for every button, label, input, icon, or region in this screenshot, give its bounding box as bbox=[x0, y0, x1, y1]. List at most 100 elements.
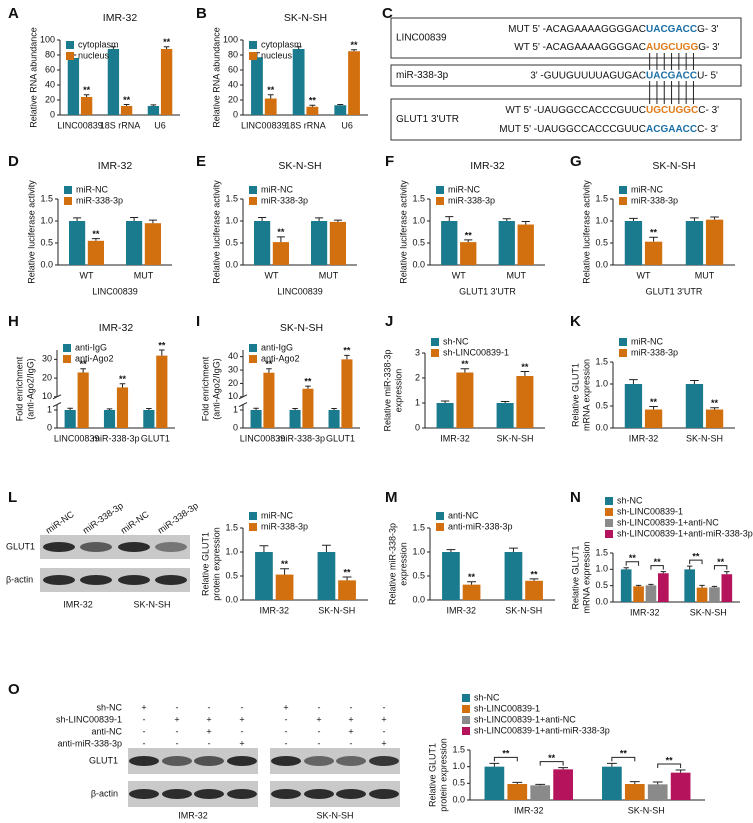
bar bbox=[126, 221, 143, 265]
significance-label: ** bbox=[343, 346, 351, 356]
y-tick-label: 20 bbox=[42, 372, 52, 382]
y-tick-label: 0 bbox=[47, 422, 52, 432]
bar bbox=[292, 49, 305, 115]
significance-label: ** bbox=[265, 359, 273, 369]
legend-label: anti-IgG bbox=[261, 342, 293, 352]
error-bar bbox=[509, 547, 518, 552]
blot-band bbox=[194, 756, 224, 766]
panel-letter: I bbox=[196, 313, 200, 330]
x-tick-label: MUT bbox=[695, 270, 715, 280]
bar bbox=[107, 49, 120, 115]
legend-label: anti-Ago2 bbox=[75, 353, 114, 363]
condition-mark: - bbox=[176, 726, 179, 736]
sequence: MUT 5' -ACAGAAAAGGGGACUACGACCG- 3' bbox=[508, 24, 718, 35]
y-tick-label: 2 bbox=[415, 372, 420, 382]
condition-mark: - bbox=[143, 726, 146, 736]
legend-swatch bbox=[605, 530, 613, 538]
condition-mark: - bbox=[241, 702, 244, 712]
error-bar bbox=[623, 567, 629, 570]
x-tick-label: SK-N-SH bbox=[318, 605, 355, 615]
legend-swatch bbox=[462, 705, 470, 713]
legend-swatch bbox=[619, 197, 627, 205]
y-axis-label: Relative miR-338-3p bbox=[387, 523, 397, 605]
y-tick-label: 1.5 bbox=[225, 522, 238, 532]
y-tick-label: 0.5 bbox=[40, 237, 53, 247]
bar bbox=[498, 221, 515, 265]
legend-swatch bbox=[605, 519, 613, 527]
bar bbox=[709, 587, 720, 602]
chart-title: IMR-32 bbox=[103, 12, 138, 24]
error-bar bbox=[148, 219, 157, 224]
panel-letter: B bbox=[196, 5, 207, 22]
blot-band bbox=[80, 575, 112, 585]
condition-mark: - bbox=[285, 738, 288, 748]
legend-swatch bbox=[249, 355, 257, 363]
condition-mark: + bbox=[206, 714, 211, 724]
legend-label: nucleus bbox=[78, 50, 110, 60]
legend-label: miR-338-3p bbox=[261, 521, 308, 531]
legend-label: sh-LINC00839-1+anti-miR-338-3p bbox=[617, 528, 753, 538]
bar bbox=[436, 403, 454, 428]
bar bbox=[645, 585, 657, 602]
comparison-bracket bbox=[650, 565, 664, 570]
sequence-highlight: UACGACC bbox=[646, 70, 697, 81]
error-bar bbox=[500, 401, 510, 403]
panel-letter: L bbox=[8, 489, 17, 506]
error-bar bbox=[309, 104, 316, 107]
y-tick-label: 0.5 bbox=[225, 570, 238, 580]
error-bar bbox=[163, 46, 170, 49]
legend-label: sh-NC bbox=[443, 336, 469, 346]
sequence-highlight: AUGCUGG bbox=[646, 42, 698, 53]
legend-label: miR-NC bbox=[76, 184, 108, 194]
sequence-box bbox=[390, 64, 742, 87]
panel-letter: D bbox=[8, 153, 19, 170]
panel-letter: E bbox=[196, 153, 206, 170]
panel-letter: F bbox=[385, 153, 394, 170]
blot-band bbox=[155, 542, 187, 552]
error-bar bbox=[80, 368, 86, 373]
legend-label: miR-338-3p bbox=[631, 195, 678, 205]
x-tick-label: IMR-32 bbox=[629, 433, 659, 443]
condition-mark: + bbox=[316, 714, 321, 724]
y-tick-label: 1.0 bbox=[225, 215, 238, 225]
condition-label: anti-miR-338-3p bbox=[57, 738, 122, 748]
sequence-part: 3' -GUUGUUUUAGUGAC bbox=[530, 70, 646, 81]
bar bbox=[460, 242, 477, 265]
x-tick-label: U6 bbox=[154, 120, 166, 130]
blot-band bbox=[336, 756, 366, 766]
sequence-highlight: UACGACC bbox=[646, 24, 697, 35]
chart-title: SK-N-SH bbox=[278, 160, 321, 172]
x-tick-label: LINC00839 bbox=[241, 120, 287, 130]
bar bbox=[264, 98, 277, 115]
error-bar bbox=[337, 104, 344, 106]
legend-swatch bbox=[63, 355, 71, 363]
bar bbox=[80, 97, 93, 115]
comparison-bracket bbox=[689, 559, 703, 565]
y-axis-label: Relative luciferase activity bbox=[398, 180, 408, 284]
significance-label: ** bbox=[654, 557, 662, 567]
significance-label: ** bbox=[650, 228, 658, 238]
y-axis-label: Relative GLUT1 bbox=[427, 743, 437, 807]
sequence-part: C- 3' bbox=[698, 105, 719, 116]
error-bar bbox=[276, 236, 285, 243]
error-bar bbox=[315, 217, 324, 221]
x-tick-label: IMR-32 bbox=[440, 433, 470, 443]
y-tick-label: 1 bbox=[415, 397, 420, 407]
y-tick-label: 30 bbox=[228, 364, 238, 374]
x-tick-label: WT bbox=[80, 270, 94, 280]
y-tick-label: 10 bbox=[228, 391, 238, 401]
significance-label: ** bbox=[650, 397, 658, 407]
x-tick-label: WT bbox=[265, 270, 279, 280]
y-axis-label: Fold enrichment bbox=[200, 356, 210, 421]
legend-label: miR-NC bbox=[631, 184, 663, 194]
bar bbox=[334, 105, 347, 115]
bar bbox=[696, 587, 708, 602]
bar bbox=[553, 769, 573, 800]
y-tick-label: 0.0 bbox=[595, 259, 608, 269]
chart-title: IMR-32 bbox=[470, 160, 505, 172]
blot-band bbox=[227, 756, 257, 766]
legend-swatch bbox=[619, 338, 627, 346]
comparison-bracket bbox=[657, 763, 682, 768]
x-tick-label: U6 bbox=[341, 120, 353, 130]
bar bbox=[67, 58, 80, 115]
